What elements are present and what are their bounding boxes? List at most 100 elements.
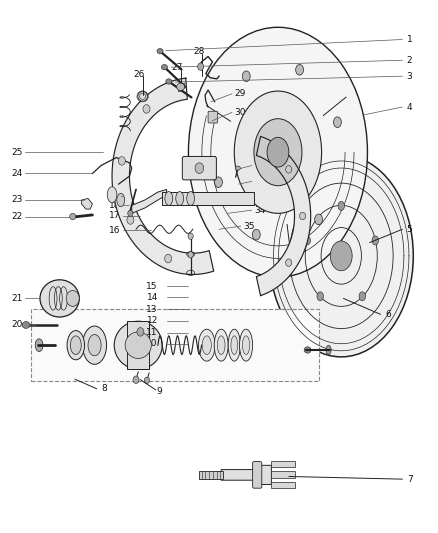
- Text: 18: 18: [109, 201, 121, 210]
- Ellipse shape: [138, 92, 148, 101]
- Text: 23: 23: [11, 195, 22, 204]
- Text: 29: 29: [234, 89, 246, 98]
- Text: 33: 33: [254, 191, 265, 200]
- Ellipse shape: [202, 336, 212, 354]
- Ellipse shape: [166, 79, 172, 84]
- Ellipse shape: [187, 191, 194, 205]
- Circle shape: [145, 377, 150, 383]
- Ellipse shape: [231, 336, 238, 354]
- Text: 21: 21: [11, 294, 22, 303]
- Ellipse shape: [214, 329, 228, 361]
- Ellipse shape: [372, 236, 378, 245]
- Bar: [162, 192, 254, 205]
- Circle shape: [188, 252, 193, 258]
- Polygon shape: [177, 83, 184, 91]
- Text: 27: 27: [172, 63, 183, 72]
- Text: 6: 6: [385, 310, 391, 319]
- Ellipse shape: [240, 329, 253, 361]
- Polygon shape: [132, 189, 166, 213]
- FancyBboxPatch shape: [182, 157, 216, 180]
- Ellipse shape: [177, 83, 184, 91]
- Ellipse shape: [215, 177, 223, 188]
- Text: 5: 5: [407, 225, 413, 234]
- Text: 28: 28: [194, 47, 205, 55]
- Circle shape: [66, 290, 79, 306]
- Text: 16: 16: [109, 226, 121, 235]
- Text: 22: 22: [11, 212, 22, 221]
- Ellipse shape: [161, 64, 167, 70]
- Ellipse shape: [317, 292, 324, 301]
- Ellipse shape: [114, 321, 162, 369]
- Ellipse shape: [228, 329, 240, 361]
- Ellipse shape: [234, 91, 321, 213]
- Text: 3: 3: [407, 71, 413, 80]
- Text: 12: 12: [146, 316, 158, 325]
- Bar: [272, 471, 295, 478]
- Text: 24: 24: [11, 169, 22, 178]
- Circle shape: [286, 166, 292, 173]
- FancyBboxPatch shape: [208, 111, 218, 123]
- Text: 13: 13: [146, 304, 158, 313]
- Ellipse shape: [67, 330, 85, 360]
- Ellipse shape: [165, 191, 173, 205]
- FancyBboxPatch shape: [253, 462, 262, 488]
- Circle shape: [188, 233, 193, 239]
- Bar: [127, 321, 149, 369]
- Text: 20: 20: [11, 320, 22, 329]
- Text: 32: 32: [254, 177, 265, 186]
- Text: 10: 10: [146, 339, 158, 348]
- Ellipse shape: [333, 117, 341, 127]
- Ellipse shape: [176, 191, 184, 205]
- Ellipse shape: [35, 339, 43, 352]
- Ellipse shape: [22, 321, 30, 328]
- Ellipse shape: [125, 332, 151, 359]
- Text: 8: 8: [101, 384, 107, 393]
- Ellipse shape: [359, 292, 366, 301]
- Text: 14: 14: [146, 293, 158, 302]
- Text: 25: 25: [11, 148, 22, 157]
- Text: 11: 11: [146, 328, 158, 337]
- Text: 1: 1: [407, 35, 413, 44]
- Ellipse shape: [252, 229, 260, 240]
- Bar: [272, 461, 295, 467]
- Text: 17: 17: [109, 212, 121, 221]
- Bar: [31, 309, 319, 381]
- Polygon shape: [81, 198, 92, 209]
- Ellipse shape: [117, 193, 125, 207]
- Ellipse shape: [107, 187, 117, 203]
- Text: 34: 34: [254, 206, 265, 215]
- Circle shape: [127, 216, 134, 224]
- Ellipse shape: [198, 329, 215, 361]
- Bar: [272, 482, 295, 488]
- Ellipse shape: [157, 49, 163, 54]
- Ellipse shape: [330, 241, 352, 271]
- Text: 15: 15: [146, 281, 158, 290]
- Ellipse shape: [296, 64, 304, 75]
- Text: 7: 7: [407, 475, 413, 483]
- Circle shape: [118, 157, 125, 165]
- Circle shape: [165, 254, 172, 263]
- Ellipse shape: [243, 336, 250, 354]
- Ellipse shape: [70, 213, 76, 220]
- Text: 35: 35: [243, 222, 254, 231]
- Ellipse shape: [338, 201, 345, 211]
- Ellipse shape: [315, 214, 322, 225]
- Circle shape: [195, 163, 204, 173]
- Bar: [199, 471, 223, 479]
- Circle shape: [128, 210, 133, 216]
- Ellipse shape: [304, 236, 311, 245]
- Text: 26: 26: [134, 70, 145, 78]
- Circle shape: [133, 376, 139, 383]
- Text: 30: 30: [234, 108, 246, 117]
- Polygon shape: [221, 465, 272, 484]
- Circle shape: [300, 212, 306, 220]
- Ellipse shape: [71, 336, 81, 354]
- Ellipse shape: [188, 27, 367, 277]
- Circle shape: [137, 328, 144, 336]
- Text: 31: 31: [254, 161, 265, 170]
- Circle shape: [143, 104, 150, 113]
- Ellipse shape: [235, 166, 240, 170]
- Ellipse shape: [269, 155, 413, 357]
- Ellipse shape: [254, 119, 302, 185]
- Ellipse shape: [40, 280, 79, 317]
